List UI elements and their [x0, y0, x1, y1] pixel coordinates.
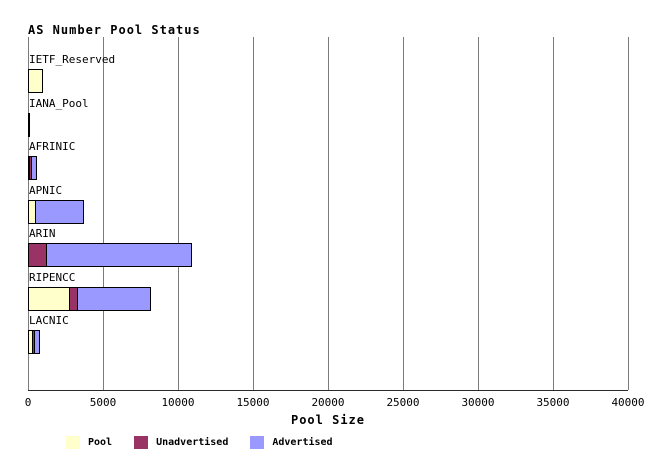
x-tick-label: 25000: [386, 396, 420, 409]
bar-segment-advertised: [77, 286, 151, 311]
x-tick-label: 0: [24, 396, 32, 409]
x-tick-label: 10000: [161, 396, 195, 409]
chart-row-ietf_reserved: IETF_Reserved: [28, 53, 628, 93]
bar-segment-unadvertised: [28, 243, 47, 267]
x-axis-tick-labels: 0 5000 10000 15000 20000 25000 30000 35000 40000: [24, 396, 645, 410]
category-label: RIPENCC: [29, 270, 76, 284]
legend-label: Unadvertised: [156, 437, 229, 448]
category-label: AFRINIC: [29, 140, 76, 153]
bar-segment-advertised: [31, 156, 38, 180]
legend-label: Pool: [88, 437, 113, 448]
stacked-bar: [28, 199, 628, 224]
category-label: APNIC: [29, 183, 63, 197]
legend-label: Advertised: [272, 437, 333, 448]
plot-area: IETF_Reserved IANA_Pool AFRINIC APNIC ARIN RI…: [28, 37, 629, 391]
x-tick-label: 35000: [536, 396, 570, 409]
stacked-bar: [28, 69, 628, 93]
x-axis-title: Pool Size: [290, 413, 366, 427]
bar-segment-advertised: [33, 330, 41, 354]
legend: Pool Unadvertised Advertised: [66, 436, 333, 449]
gridline-5000: [103, 37, 104, 390]
stacked-bar: [28, 156, 628, 180]
gridline-25000: [403, 37, 404, 390]
category-label: IETF_Reserved: [29, 53, 116, 66]
category-label: LACNIC: [29, 314, 69, 327]
x-tick-label: 5000: [89, 396, 117, 409]
gridline-40000: [628, 37, 629, 390]
gridline-15000: [253, 37, 254, 390]
gridline-20000: [328, 37, 329, 390]
x-tick-label: 20000: [311, 396, 345, 409]
stacked-bar: [28, 330, 628, 354]
bar-segment-advertised: [45, 243, 192, 267]
bar-segment-pool: [28, 112, 30, 137]
legend-swatch-icon: [134, 436, 149, 449]
category-label: IANA_Pool: [29, 96, 89, 110]
gridline-35000: [553, 37, 554, 390]
bar-segment-advertised: [34, 199, 84, 224]
category-label: ARIN: [29, 227, 56, 240]
x-tick-label: 40000: [611, 396, 645, 409]
stacked-bar: [28, 112, 628, 137]
chart-title: AS Number Pool Status: [28, 23, 201, 37]
x-tick-label: 30000: [461, 396, 495, 409]
legend-item-advertised: Advertised: [250, 436, 333, 449]
chart-row-arin: ARIN: [28, 227, 628, 267]
bar-segment-pool: [28, 286, 70, 311]
gridline-30000: [478, 37, 479, 390]
bar-segment-pool: [28, 69, 43, 93]
chart-row-apnic: APNIC: [28, 184, 628, 224]
legend-swatch-icon: [250, 436, 265, 449]
chart-row-iana_pool: IANA_Pool: [28, 97, 628, 137]
stacked-bar: [28, 286, 628, 311]
legend-item-unadvertised: Unadvertised: [134, 436, 228, 449]
chart-row-afrinic: AFRINIC: [28, 140, 628, 180]
chart-row-lacnic: LACNIC: [28, 314, 628, 354]
x-tick-label: 15000: [236, 396, 270, 409]
chart-row-ripencc: RIPENCC: [28, 271, 628, 311]
legend-item-pool: Pool: [66, 436, 112, 449]
stacked-bar: [28, 243, 628, 267]
legend-swatch-icon: [66, 436, 80, 449]
gridline-10000: [178, 37, 179, 390]
